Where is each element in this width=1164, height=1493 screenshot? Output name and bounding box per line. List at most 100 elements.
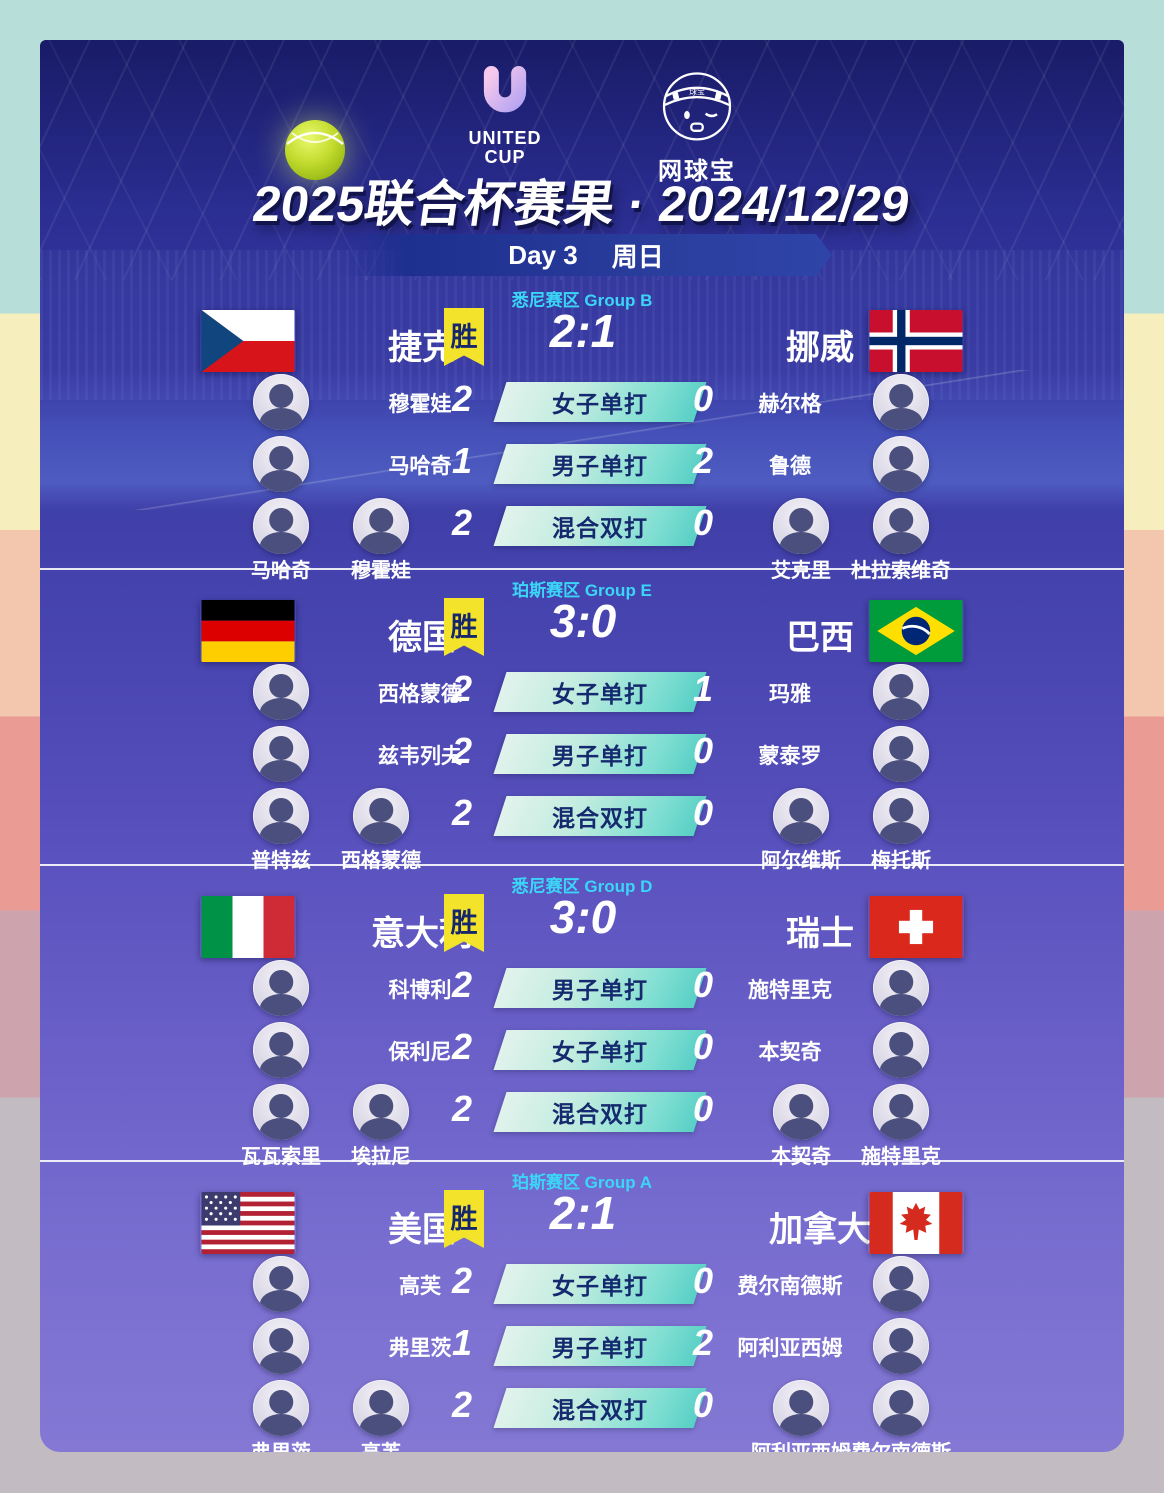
tie-score: 3:0 xyxy=(549,595,617,647)
home-score: 2 xyxy=(451,730,473,771)
mascot-face-icon: 球宝 xyxy=(662,72,732,141)
home-score: 2 xyxy=(451,964,473,1005)
away-player-name: 费尔南德斯 xyxy=(737,1275,843,1298)
away-score: 0 xyxy=(692,1088,714,1129)
away-score: 0 xyxy=(692,964,714,1005)
tie-score: 3:0 xyxy=(549,891,617,943)
team-score-row: 意大利 胜 3:0 瑞士 xyxy=(40,891,1124,966)
home-score: 2 xyxy=(451,1026,473,1067)
player-avatar xyxy=(353,1380,409,1436)
team-score-row: 捷克 胜 2:1 挪威 xyxy=(40,305,1124,380)
day-banner: Day 3 周日 xyxy=(340,234,832,276)
home-player-name: 保利尼 xyxy=(388,1041,452,1064)
tie-score: 2:1 xyxy=(549,305,617,357)
player-avatar xyxy=(873,664,929,720)
match-section-germany-brazil: 珀斯赛区 Group E 德国 胜 3:0 巴西 西格蒙德 2 女子单打 1 玛… xyxy=(40,570,1124,872)
player-avatar xyxy=(873,788,929,844)
home-player-name: 弗里茨 xyxy=(388,1337,452,1360)
home-player-name: 穆霍娃 xyxy=(351,560,411,582)
away-score: 2 xyxy=(692,1322,714,1363)
match-row-singles: 保利尼 2 女子单打 0 本契奇 xyxy=(40,1020,1124,1080)
match-row-doubles: 弗里茨 高芙 2 混合双打 0 阿利亚西姆 费尔南德斯 xyxy=(40,1378,1124,1452)
player-avatar xyxy=(873,436,929,492)
event-name: 男子单打 xyxy=(552,977,648,1003)
united-cup-logo: UNITED CUP xyxy=(460,64,550,167)
player-avatar xyxy=(253,664,309,720)
match-section-czech-norway: 悉尼赛区 Group B 捷克 胜 2:1 挪威 穆霍娃 2 女子单打 0 赫尔… xyxy=(40,280,1124,582)
player-avatar xyxy=(773,788,829,844)
match-row-singles: 高芙 2 女子单打 0 费尔南德斯 xyxy=(40,1254,1124,1314)
day-label: Day 3 xyxy=(508,239,578,270)
united-cup-word-2: CUP xyxy=(484,147,526,167)
match-row-singles: 西格蒙德 2 女子单打 1 玛雅 xyxy=(40,662,1124,722)
event-name: 混合双打 xyxy=(552,515,648,541)
player-avatar xyxy=(873,498,929,554)
flag-brazil xyxy=(868,600,964,662)
flag-italy xyxy=(200,896,296,958)
group-label: 悉尼赛区 Group D xyxy=(511,877,653,896)
home-score: 2 xyxy=(451,1088,473,1129)
away-score: 0 xyxy=(692,1384,714,1425)
event-name: 女子单打 xyxy=(552,1039,648,1065)
match-row-doubles: 普特兹 西格蒙德 2 混合双打 0 阿尔维斯 梅托斯 xyxy=(40,786,1124,872)
home-player-name: 马哈奇 xyxy=(251,560,311,582)
home-score: 1 xyxy=(451,1322,473,1363)
home-score: 2 xyxy=(451,668,473,709)
away-player-name: 施特里克 xyxy=(748,979,832,1002)
section-divider xyxy=(40,568,1124,570)
player-avatar xyxy=(253,960,309,1016)
home-team-name: 德国 xyxy=(388,619,456,657)
away-player-name: 赫尔格 xyxy=(758,393,822,416)
team-score-row: 美国 胜 2:1 加拿大 xyxy=(40,1187,1124,1262)
match-row-singles: 弗里茨 1 男子单打 2 阿利亚西姆 xyxy=(40,1316,1124,1376)
home-score: 2 xyxy=(451,792,473,833)
home-player-name: 兹韦列夫 xyxy=(378,745,462,768)
home-score: 1 xyxy=(451,440,473,481)
player-avatar xyxy=(253,374,309,430)
player-avatar xyxy=(353,788,409,844)
home-player-name: 埃拉尼 xyxy=(351,1146,411,1168)
event-name: 男子单打 xyxy=(552,743,648,769)
event-name: 女子单打 xyxy=(552,391,648,417)
event-name: 女子单打 xyxy=(552,1273,648,1299)
player-avatar xyxy=(773,1380,829,1436)
away-score: 0 xyxy=(692,792,714,833)
home-score: 2 xyxy=(451,1260,473,1301)
away-player-name: 鲁德 xyxy=(769,455,811,478)
away-score: 0 xyxy=(692,378,714,419)
event-name: 女子单打 xyxy=(552,681,648,707)
poster-panel: UNITED CUP 球宝 网球宝 2025联合杯赛果 · 2024/12/29 xyxy=(40,40,1124,1452)
player-avatar xyxy=(873,1084,929,1140)
away-team-name: 挪威 xyxy=(786,329,854,367)
tie-score: 2:1 xyxy=(549,1187,617,1239)
player-avatar xyxy=(253,498,309,554)
away-team-name: 瑞士 xyxy=(786,915,854,953)
away-team-name: 加拿大 xyxy=(769,1211,871,1249)
tennis-ball-icon xyxy=(285,120,345,180)
home-player-name: 瓦瓦索里 xyxy=(241,1146,321,1168)
flag-norway xyxy=(868,310,964,372)
flag-usa xyxy=(200,1192,296,1254)
home-team-name: 捷克 xyxy=(388,329,456,367)
away-score: 1 xyxy=(692,668,714,709)
away-player-name: 阿利亚西姆 xyxy=(741,1436,861,1452)
section-divider xyxy=(40,864,1124,866)
home-player-name: 弗里茨 xyxy=(221,1436,341,1452)
match-row-doubles: 瓦瓦索里 埃拉尼 2 混合双打 0 本契奇 施特里克 xyxy=(40,1082,1124,1168)
poster-title: 2025联合杯赛果 · 2024/12/29 xyxy=(40,164,1124,236)
player-avatar xyxy=(253,1380,309,1436)
player-avatar xyxy=(873,1256,929,1312)
away-team-name: 巴西 xyxy=(786,619,854,657)
svg-text:球宝: 球宝 xyxy=(689,86,705,96)
united-cup-word-1: UNITED xyxy=(468,128,542,148)
player-avatar xyxy=(253,1256,309,1312)
united-cup-u-icon xyxy=(483,66,527,113)
home-player-name: 马哈奇 xyxy=(388,455,452,478)
flag-czech xyxy=(200,310,296,372)
home-score: 2 xyxy=(451,378,473,419)
away-player-name: 阿尔维斯 xyxy=(761,850,841,872)
match-row-singles: 穆霍娃 2 女子单打 0 赫尔格 xyxy=(40,372,1124,432)
home-player-name: 西格蒙德 xyxy=(341,850,421,872)
mascot-name: 网球宝 xyxy=(658,158,736,185)
away-player-name: 阿利亚西姆 xyxy=(737,1337,843,1360)
